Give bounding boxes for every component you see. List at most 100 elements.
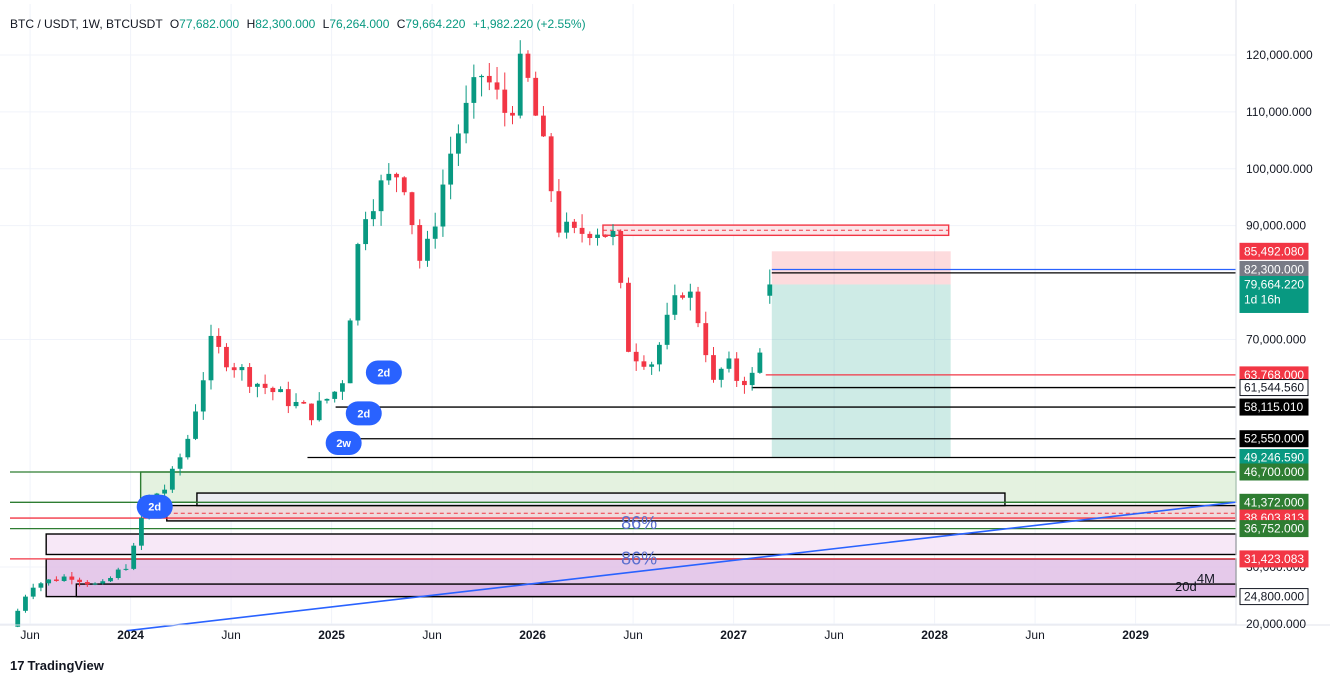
candle-body [123, 568, 129, 570]
candle-body [463, 102, 469, 134]
price-label-6: 52,550.000 [1239, 430, 1309, 448]
candle-down [486, 62, 492, 91]
long-position-tool[interactable] [771, 251, 951, 458]
candle-body [363, 219, 369, 245]
candle-body [767, 284, 773, 296]
price-label-text: 36,752.000 [1244, 522, 1304, 536]
candle-body [185, 438, 191, 458]
low-value: 76,264.000 [329, 17, 390, 31]
candle-down [69, 571, 75, 585]
position-target-zone[interactable] [771, 251, 951, 285]
annotation-bubble-label: 2d [357, 408, 370, 420]
blue-trendline[interactable] [126, 501, 1237, 632]
candle-body [734, 358, 740, 381]
candle-body [77, 579, 82, 583]
candle-down [394, 172, 399, 193]
chart-text-mark-2: 20d [1175, 579, 1197, 594]
x-tick-label: 2029 [1122, 628, 1149, 642]
price-axis[interactable]: 20,000.00030,000.00070,000.00090,000.000… [1246, 48, 1313, 631]
price-label-bg [1239, 550, 1309, 568]
y-tick-label: 90,000.000 [1246, 219, 1306, 233]
price-label-8: 46,700.000 [1239, 463, 1309, 481]
candle-down [742, 376, 747, 394]
annotation-bubble-2: 2w [325, 430, 362, 455]
y-tick-label: 110,000.000 [1246, 105, 1312, 119]
candle-down [309, 403, 314, 426]
annotation-bubble-bg [325, 430, 362, 455]
candle-body [355, 244, 361, 321]
candle-body [69, 576, 75, 580]
time-axis[interactable]: Jun 2024 Jun 2025 Jun 2026 Jun 2027 Jun 2028 Jun 20… [20, 628, 1149, 642]
price-label-5: 58,115.010 [1239, 398, 1309, 416]
candle-body [247, 367, 253, 387]
candle-body [510, 112, 515, 116]
candle-down [618, 229, 624, 289]
candle-body [726, 358, 732, 369]
candle-up [200, 372, 206, 420]
candle-down [247, 363, 253, 393]
price-label-bg [1239, 242, 1309, 260]
candle-up [718, 367, 724, 388]
x-tick-label: 2026 [519, 628, 546, 642]
candle-body [564, 221, 570, 233]
position-stop-zone[interactable] [771, 284, 951, 458]
low-label: L [322, 17, 330, 31]
candle-body [131, 545, 137, 569]
candle-body [285, 389, 291, 407]
candle-body [502, 89, 508, 113]
candle-up [30, 583, 36, 600]
candle-up [749, 367, 755, 391]
open-label: O [169, 17, 180, 31]
x-tick-label: 2028 [921, 628, 948, 642]
candle-body [687, 291, 693, 298]
candle-up [23, 594, 28, 613]
candle-body [53, 579, 59, 581]
candle-body [224, 346, 229, 368]
candle-body [711, 355, 716, 380]
candle-body [386, 173, 392, 181]
candle-body [664, 314, 670, 345]
chart-text-mark-3: 4M [1197, 571, 1215, 586]
candle-body [610, 230, 616, 237]
candle-body [239, 367, 245, 371]
candle-body [757, 352, 763, 373]
candle-body [92, 583, 98, 585]
tradingview-logo-icon: 17 [10, 658, 25, 673]
candle-body [254, 383, 260, 387]
close-value: 79,664.220 [405, 17, 466, 31]
annotation-bubble-bg [136, 494, 173, 519]
price-label-7: 49,246.590 [1239, 449, 1309, 467]
candle-up [386, 163, 392, 185]
candle-body [193, 411, 198, 439]
annotation-bubble-label: 2d [148, 502, 161, 514]
candle-body [347, 320, 353, 384]
price-label-9: 41,372.000 [1239, 493, 1309, 511]
candle-body [718, 368, 724, 380]
candle-up [131, 542, 137, 571]
price-label-0: 85,492.080 [1239, 242, 1309, 260]
candle-body [587, 233, 593, 239]
trendline[interactable] [126, 501, 1237, 632]
candle-body [425, 238, 430, 261]
candle-up [139, 515, 144, 551]
candle-down [533, 71, 539, 117]
x-tick-label: Jun [623, 628, 642, 642]
candle-down [77, 577, 82, 587]
candle-down [541, 106, 546, 137]
candle-body [486, 75, 492, 83]
price-label-text: 31,423.083 [1244, 552, 1304, 566]
candle-body [394, 173, 399, 178]
candle-up [92, 582, 98, 586]
candle-up [100, 579, 106, 585]
candle-down [548, 133, 554, 202]
candle-up [595, 228, 600, 246]
annotation-bubble-0: 2d [365, 360, 402, 385]
tradingview-logo[interactable]: 17 TradingView [10, 658, 104, 673]
candle-body [169, 468, 175, 490]
candle-body [541, 115, 546, 137]
x-tick-label: 2024 [117, 628, 144, 642]
